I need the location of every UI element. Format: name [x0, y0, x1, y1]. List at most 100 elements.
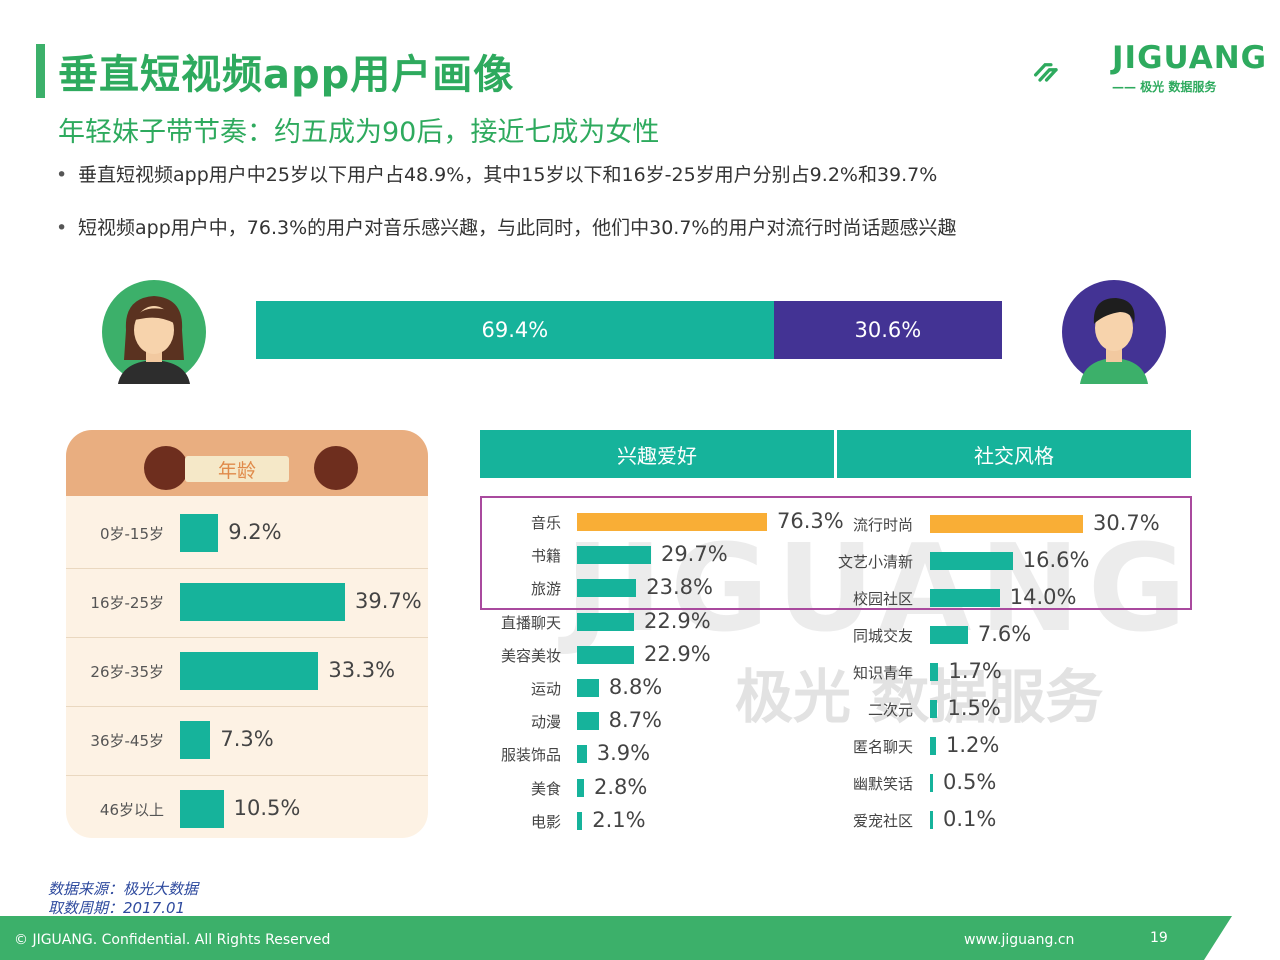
social-bar	[930, 626, 968, 644]
social-bar	[930, 774, 933, 792]
age-row-divider	[66, 637, 428, 638]
interest-bar	[577, 645, 635, 664]
age-value-label: 10.5%	[233, 796, 301, 820]
social-category-label: 匿名聊天	[852, 738, 913, 756]
interest-category-label: 美容美妆	[500, 646, 561, 665]
age-bar	[180, 652, 319, 690]
social-value-label: 1.7%	[948, 659, 1002, 683]
social-bar	[930, 700, 938, 718]
age-category-label: 46岁以上	[99, 801, 164, 819]
age-chart-title: 年龄	[185, 456, 289, 482]
interest-bar	[577, 778, 584, 797]
gender-female-label: 69.4%	[481, 318, 549, 342]
jiguang-logo-icon	[1034, 63, 1058, 82]
interest-bar	[577, 712, 599, 731]
social-category-label: 文艺小清新	[837, 553, 913, 571]
age-row-divider	[66, 706, 428, 707]
gender-female-bar: 69.4%	[256, 301, 774, 359]
page-title: 垂直短视频app用户画像	[58, 52, 515, 98]
interest-bar	[577, 745, 587, 764]
interest-value-label: 76.3%	[777, 509, 844, 533]
interest-header: 兴趣爱好	[480, 430, 834, 478]
age-value-label: 39.7%	[355, 589, 422, 613]
interest-bar	[577, 612, 635, 631]
male-avatar-icon	[1062, 280, 1166, 384]
social-value-label: 0.5%	[943, 770, 997, 794]
binder-ring-icon	[144, 446, 188, 490]
social-bar	[930, 589, 1000, 607]
social-value-label: 1.2%	[945, 733, 1000, 757]
interest-bar	[577, 679, 599, 697]
interest-category-label: 美食	[530, 779, 561, 798]
interest-value-label: 8.7%	[608, 708, 663, 733]
interest-bar	[577, 546, 651, 565]
social-bar	[930, 737, 936, 755]
gender-male-bar: 30.6%	[773, 301, 1002, 359]
watermark-brand: JIGUANG	[565, 520, 1195, 659]
data-period: 取数周期：2017.01	[48, 899, 186, 917]
binder-ring-icon	[314, 446, 358, 490]
age-category-label: 26岁-35岁	[90, 663, 164, 681]
age-value-label: 9.2%	[228, 520, 282, 544]
age-bar	[180, 583, 345, 621]
footer-copyright: © JIGUANG. Confidential. All Rights Rese…	[14, 932, 331, 948]
highlight-box	[480, 496, 1192, 610]
social-category-label: 同城交友	[852, 627, 913, 645]
age-bar	[180, 721, 211, 759]
age-value-label: 7.3%	[220, 727, 274, 751]
social-header: 社交风格	[837, 430, 1191, 478]
interest-bar	[577, 811, 583, 830]
age-bar	[180, 514, 219, 552]
interest-value-label: 2.1%	[592, 807, 646, 832]
age-bar	[180, 790, 224, 828]
interest-category-label: 动漫	[530, 713, 561, 732]
social-bar	[930, 552, 1013, 570]
age-category-label: 0岁-15岁	[99, 525, 164, 543]
social-category-label: 二次元	[867, 701, 913, 719]
interest-value-label: 3.9%	[596, 741, 651, 766]
interest-bar	[577, 513, 767, 531]
interest-value-label: 2.8%	[593, 774, 648, 799]
social-value-label: 16.6%	[1022, 548, 1090, 572]
interest-value-label: 22.9%	[644, 608, 711, 633]
bullet-point: • 短视频app用户中，76.3%的用户对音乐感兴趣，与此同时，他们中30.7%的…	[56, 217, 957, 239]
interest-category-label: 音乐	[530, 514, 561, 532]
social-value-label: 30.7%	[1093, 511, 1160, 535]
gender-stacked-bar: 69.4% 30.6%	[256, 301, 1002, 359]
footer-url: www.jiguang.cn	[964, 932, 1075, 948]
interest-category-label: 电影	[530, 812, 561, 831]
female-avatar-icon	[102, 280, 206, 384]
footer-band	[0, 916, 1232, 960]
social-value-label: 7.6%	[977, 622, 1032, 646]
interest-category-label: 书籍	[530, 547, 561, 566]
social-value-label: 0.1%	[943, 807, 997, 831]
age-row-divider	[66, 568, 428, 569]
social-bar	[930, 663, 939, 681]
logo-wordmark: JIGUANG	[1112, 40, 1268, 76]
interest-value-label: 8.8%	[608, 675, 663, 699]
gender-male-label: 30.6%	[854, 318, 922, 342]
social-value-label: 14.0%	[1009, 585, 1077, 609]
interest-value-label: 29.7%	[660, 542, 728, 567]
age-category-label: 16岁-25岁	[90, 594, 164, 612]
data-source: 数据来源：极光大数据	[48, 880, 199, 898]
watermark-cn: 极光 数据服务	[735, 663, 1104, 731]
page-number: 19	[1150, 930, 1168, 946]
age-value-label: 33.3%	[328, 658, 396, 682]
social-category-label: 知识青年	[852, 664, 913, 682]
social-value-label: 1.5%	[947, 696, 1001, 720]
bullet-point: • 垂直短视频app用户中25岁以下用户占48.9%，其中15岁以下和16岁-25…	[56, 164, 938, 186]
social-bar	[930, 515, 1083, 533]
social-category-label: 幽默笑话	[852, 775, 913, 793]
bullet-text: 垂直短视频app用户中25岁以下用户占48.9%，其中15岁以下和16岁-25岁…	[78, 164, 938, 186]
title-accent-bar	[36, 44, 45, 98]
interest-category-label: 直播聊天	[500, 613, 561, 632]
age-category-label: 36岁-45岁	[90, 732, 164, 750]
age-panel	[66, 430, 428, 838]
interest-category-label: 旅游	[530, 580, 561, 599]
page-subtitle: 年轻妹子带节奏：约五成为90后，接近七成为女性	[58, 117, 660, 148]
social-category-label: 爱宠社区	[852, 812, 913, 830]
interest-category-label: 服装饰品	[500, 746, 561, 765]
logo-tagline: —— 极光 数据服务	[1112, 80, 1217, 94]
interest-value-label: 22.9%	[644, 641, 711, 666]
